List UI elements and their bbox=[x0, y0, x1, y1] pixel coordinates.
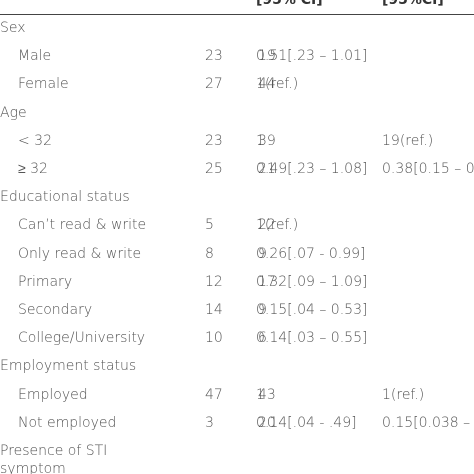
cell-value: 0.51[.23 – 1.01] bbox=[256, 48, 368, 65]
cell-value: 1 bbox=[256, 132, 265, 149]
section-label: Age bbox=[0, 104, 27, 121]
row-label: ≥ 32 bbox=[18, 161, 48, 177]
cell-value: 0.26[.07 - 0.99] bbox=[256, 245, 366, 262]
row-label: Not employed bbox=[18, 414, 117, 431]
cell-value: 19 bbox=[258, 48, 276, 65]
cell-value: 22 bbox=[258, 217, 276, 234]
cell-value: 9 bbox=[258, 245, 267, 262]
cell-value: 14 bbox=[205, 302, 223, 318]
cell-value: 25 bbox=[205, 161, 223, 177]
row-label: Only read & write bbox=[18, 245, 142, 262]
header-cell: [95%CI] bbox=[382, 0, 444, 8]
row-label: < 32 bbox=[18, 132, 52, 149]
row-label: Secondary bbox=[18, 302, 93, 318]
cell-value: 39 bbox=[258, 132, 276, 149]
cell-value: 9 bbox=[258, 302, 267, 318]
cell-value: 0.38[0.15 – 0.98] bbox=[382, 161, 474, 177]
section-label: Educational status bbox=[0, 189, 130, 206]
cell-value: 0.15[.04 – 0.53] bbox=[256, 302, 368, 318]
row-label: Can’t read & write bbox=[18, 217, 147, 234]
cell-value: 43 bbox=[258, 386, 276, 403]
cell-value: 0.14[.04 - .49] bbox=[256, 414, 357, 431]
row-label: College/University bbox=[18, 330, 146, 347]
cell-value: 0.32[.09 – 1.09] bbox=[256, 273, 368, 290]
cell-value: 21 bbox=[258, 161, 276, 177]
cell-value: 47 bbox=[205, 386, 223, 403]
cell-value: 23 bbox=[205, 48, 223, 65]
cell-value: 6 bbox=[258, 330, 267, 347]
header-rule bbox=[0, 14, 474, 15]
row-label: Primary bbox=[18, 273, 73, 290]
cell-value: 23 bbox=[205, 132, 223, 149]
header-cell: [95% CI] bbox=[256, 0, 323, 8]
section-label: Presence of STI symptom bbox=[0, 443, 108, 474]
cell-value: 0.49[.23 – 1.08] bbox=[256, 161, 368, 177]
row-label: Employed bbox=[18, 386, 88, 403]
cell-value: 5 bbox=[205, 217, 214, 234]
cell-value: 8 bbox=[205, 245, 214, 262]
cell-value: 12 bbox=[205, 273, 223, 290]
section-label: Employment status bbox=[0, 358, 137, 375]
cell-value: 20 bbox=[258, 414, 276, 431]
cell-value: 19(ref.) bbox=[382, 132, 434, 149]
row-label: Female bbox=[18, 76, 69, 93]
section-label: Sex bbox=[0, 20, 26, 36]
cell-value: 10 bbox=[205, 330, 223, 347]
cell-value: 44 bbox=[258, 76, 276, 93]
cell-value: 1(ref.) bbox=[382, 386, 425, 403]
cell-value: 1(ref.) bbox=[256, 217, 299, 234]
row-label: Male bbox=[18, 48, 52, 65]
cell-value: 3 bbox=[205, 414, 214, 431]
cell-value: 1 bbox=[256, 386, 265, 403]
cell-value: 17 bbox=[258, 273, 276, 290]
cell-value: 27 bbox=[205, 76, 223, 93]
cell-value: 1(ref.) bbox=[256, 76, 299, 93]
cell-value: 0.15[0.038 – 0.60] bbox=[382, 414, 474, 431]
cell-value: 0.14[.03 – 0.55] bbox=[256, 330, 368, 347]
